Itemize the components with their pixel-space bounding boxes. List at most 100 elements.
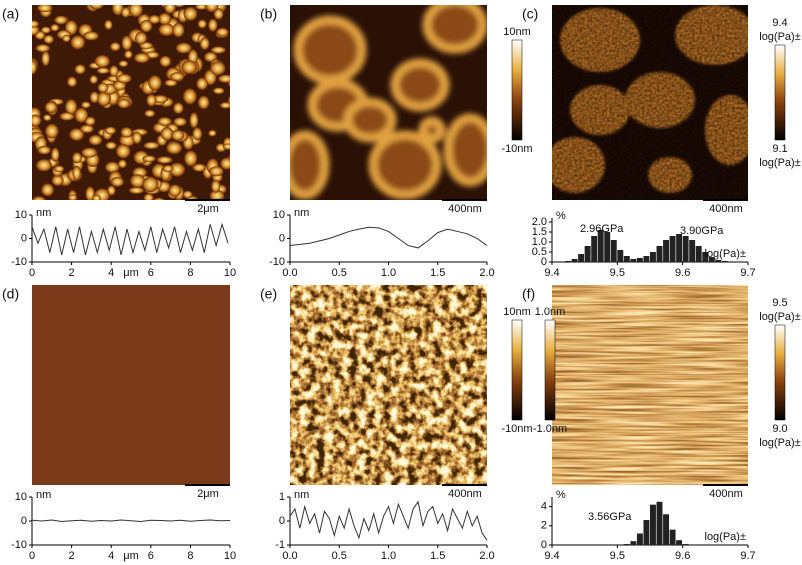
hist-bar [571, 259, 578, 262]
panel-label: (e) [260, 286, 277, 302]
grain [45, 123, 59, 139]
hist-bar [650, 504, 656, 545]
grain [43, 114, 52, 121]
colorbar-top-label: log(Pa)± [759, 311, 801, 323]
hist-bar [689, 240, 696, 262]
grain [35, 44, 51, 53]
y-tick-label: 1.5 [532, 226, 547, 238]
grain [41, 50, 50, 67]
grain [132, 131, 142, 144]
x-tick-label: 10 [224, 550, 236, 562]
panel-label: (d) [2, 286, 19, 302]
grain [216, 27, 229, 37]
grain [110, 176, 124, 187]
y-unit-label: % [556, 210, 566, 222]
hist-bar [695, 246, 702, 262]
grain [128, 187, 145, 194]
y-tick-label: 1.0 [532, 236, 547, 248]
hist-bar [636, 258, 643, 262]
y-unit-label: % [556, 489, 566, 501]
x-tick-label: 9.6 [675, 267, 690, 279]
y-tick-label: 4 [541, 501, 547, 513]
hist-bar [584, 246, 591, 262]
grain [162, 165, 174, 173]
hist-bar [643, 256, 650, 262]
colorbar-top-label: 9.4 [772, 17, 787, 29]
grain [213, 8, 224, 20]
grain [89, 91, 100, 103]
grain [105, 161, 120, 173]
hist-bar [663, 514, 669, 545]
grain [117, 98, 131, 109]
grain [120, 127, 133, 138]
profile-line [31, 519, 231, 522]
hist-bar [623, 544, 630, 545]
colorbar-top-label: 10nm [503, 26, 531, 38]
panel-label: (b) [260, 6, 277, 22]
grain [181, 60, 198, 75]
grain [84, 116, 96, 126]
y-tick-label: -10 [11, 539, 27, 551]
grain [65, 99, 78, 115]
grain [160, 127, 174, 141]
grain [148, 75, 162, 91]
colorbar [544, 319, 556, 421]
hist-bar [656, 246, 663, 262]
grain [36, 159, 52, 172]
grain [70, 35, 86, 50]
hist-bar [636, 533, 643, 545]
grain [37, 145, 51, 155]
grain [96, 91, 111, 107]
grain [32, 196, 46, 200]
x-axis-label: log(Pa)± [705, 248, 747, 260]
grain [124, 50, 133, 59]
grain [183, 88, 197, 105]
y-tick-label: 0 [21, 232, 27, 244]
grain [109, 65, 119, 77]
colorbar [774, 324, 786, 421]
hist-bar [617, 250, 624, 262]
x-tick-label: 9.7 [740, 267, 755, 279]
grain [218, 74, 230, 83]
colorbar [774, 44, 786, 141]
grain [105, 141, 117, 150]
scale-bar-label: 400nm [709, 488, 743, 500]
grain [210, 61, 226, 76]
y-tick-label: 0 [279, 232, 285, 244]
y-tick-label: 10 [15, 491, 27, 503]
annotation: 3.56GPa [588, 511, 632, 523]
grain [208, 18, 218, 32]
grain [74, 64, 86, 75]
colorbar-top-label: 9.5 [772, 297, 787, 309]
grain [43, 35, 54, 44]
grain [83, 31, 99, 41]
profile-line [289, 500, 488, 541]
hist-bar [682, 544, 689, 545]
y-unit-label: nm [294, 207, 309, 219]
grain [166, 141, 183, 155]
grain [209, 166, 224, 177]
hist-bar [708, 257, 715, 262]
x-tick-label: 1.0 [381, 550, 396, 562]
hist-bar [643, 520, 650, 545]
colorbar-bottom-label: -10nm [501, 423, 532, 435]
grain [158, 13, 172, 25]
x-tick-label: 1.5 [430, 267, 445, 279]
grain [104, 126, 117, 135]
x-tick-label: 4 [108, 550, 114, 562]
grain [159, 55, 172, 67]
hist-bar [604, 232, 611, 262]
hist-bar [656, 501, 663, 545]
grain [85, 186, 95, 200]
grain [41, 183, 54, 197]
y-tick-label: -10 [269, 256, 285, 268]
x-tick-label: 2.0 [479, 550, 494, 562]
x-tick-label: 6 [148, 550, 154, 562]
hist-bar [669, 529, 676, 545]
grain [32, 59, 37, 75]
grain [118, 60, 129, 67]
grain [158, 23, 175, 36]
grain [72, 152, 82, 164]
x-tick-label: 4 [108, 267, 114, 279]
